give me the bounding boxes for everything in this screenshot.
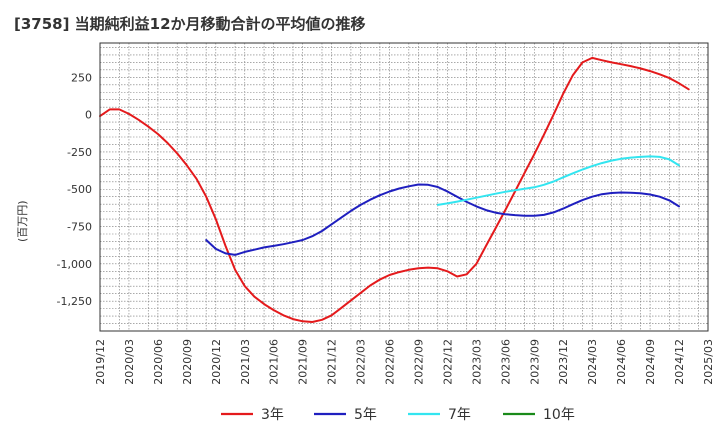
chart-title: [3758] 当期純利益12か月移動合計の平均値の推移 — [14, 15, 366, 33]
y-tick-labels: 250 0 -250 -500 -750 -1,000 -1,250 — [57, 71, 92, 308]
x-tick-label: 2024/12 — [673, 339, 686, 385]
series-line-2 — [436, 155, 680, 206]
x-tick-label: 2020/09 — [181, 339, 194, 385]
x-tick-label: 2021/03 — [239, 339, 252, 385]
series-line-0 — [99, 56, 690, 323]
y-tick-label: -750 — [67, 221, 92, 234]
y-tick-label: -250 — [67, 146, 92, 159]
y-tick-label: -500 — [67, 183, 92, 196]
x-tick-label: 2023/09 — [528, 339, 541, 385]
y-tick-label: -1,250 — [57, 295, 92, 308]
x-tick-label: 2022/12 — [441, 339, 454, 385]
x-tick-label: 2020/12 — [210, 339, 223, 385]
x-tick-label: 2022/09 — [412, 339, 425, 385]
x-tick-label: 2019/12 — [94, 339, 107, 385]
x-tick-label: 2024/03 — [586, 339, 599, 385]
grid-lines — [99, 43, 709, 332]
y-tick-label: 0 — [85, 109, 92, 122]
y-tick-label: 250 — [71, 71, 92, 84]
x-tick-label: 2025/03 — [702, 339, 715, 385]
x-tick-label: 2021/06 — [268, 339, 281, 385]
legend: 3年 5年 7年 10年 — [221, 407, 575, 423]
x-tick-label: 2022/06 — [384, 339, 397, 385]
x-tick-label: 2021/12 — [326, 339, 339, 385]
x-tick-label: 2024/09 — [644, 339, 657, 385]
series-line-1 — [205, 183, 680, 256]
x-tick-label: 2023/12 — [557, 339, 570, 385]
y-tick-label: -1,000 — [57, 258, 92, 271]
x-tick-label: 2024/06 — [615, 339, 628, 385]
series-lines — [99, 56, 690, 323]
x-tick-labels: 2019/12 2020/03 2020/06 2020/09 2020/12 2021/… — [94, 339, 715, 385]
x-tick-label: 2020/06 — [152, 339, 165, 385]
x-tick-label: 2023/03 — [470, 339, 483, 385]
x-tick-label: 2022/03 — [355, 339, 368, 385]
x-tick-label: 2023/06 — [499, 339, 512, 385]
x-tick-label: 2021/09 — [297, 339, 310, 385]
legend-label: 10年 — [543, 407, 575, 423]
legend-label: 7年 — [448, 407, 471, 423]
legend-label: 3年 — [261, 407, 284, 423]
plot-frame — [99, 42, 709, 332]
legend-label: 5年 — [354, 407, 377, 423]
x-tick-label: 2020/03 — [123, 339, 136, 385]
